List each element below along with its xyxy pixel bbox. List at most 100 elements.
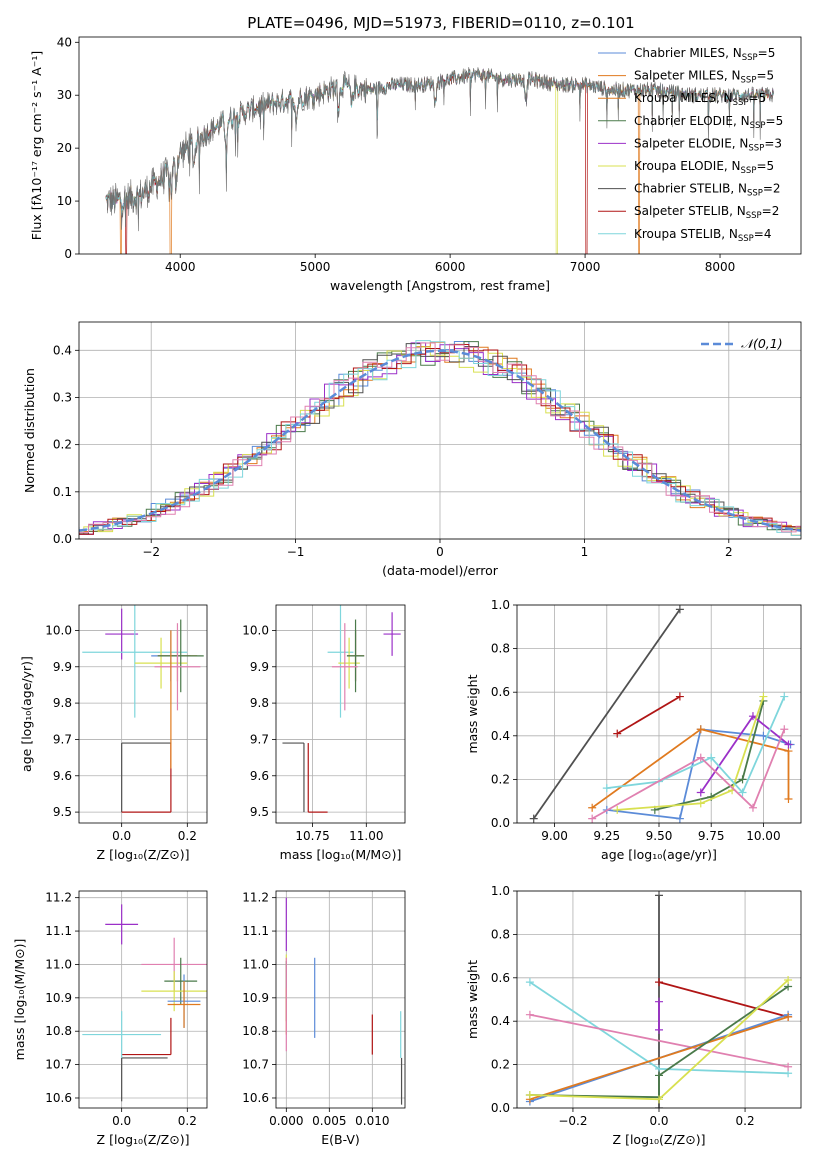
spectrum-ytick-label-4: 40 <box>57 35 72 49</box>
residuals-normal-curve <box>79 349 801 532</box>
weight_vs_Z-series-0-marker-1 <box>655 891 663 900</box>
spectrum-panel: 4000 5000 6000 7000 8000 0 10 20 30 40 wavelength … <box>29 35 802 293</box>
weight_vs_age-series-5-marker-1 <box>748 712 757 721</box>
age_vs_Z-xtick-label-0: 0.0 <box>112 829 131 843</box>
weight_vs_age-series-4 <box>654 700 765 811</box>
mass_vs_ebv-frame <box>275 890 406 1109</box>
spectrum-xtick-label-3: 7000 <box>570 260 601 274</box>
mass_vs_Z-xtick-label-1: 0.2 <box>178 1114 197 1128</box>
spectrum-legend-label-2: Kroupa MILES, NSSP=5 <box>634 91 766 108</box>
mass_vs_Z-xlabel: Z [log₁₀(Z/Z⊙)] <box>97 1132 190 1147</box>
residuals-panel: −2 −1 0 1 2 0.0 0.1 0.2 0.3 0.4 (data-model)/error… <box>22 321 802 578</box>
weight_vs_Z-xlabel: Z [log₁₀(Z/Z⊙)] <box>613 1132 706 1147</box>
mass_vs_Z-ytick-label-3: 10.9 <box>45 991 72 1005</box>
spectrum-ytick-label-3: 30 <box>57 88 72 102</box>
spectrum-xtick-label-0: 4000 <box>165 260 196 274</box>
weight_vs_Z-series-5-marker-1 <box>784 1012 793 1021</box>
weight_vs_age-series-0-marker-0 <box>529 814 538 823</box>
age_vs_mass-plot-area <box>282 605 401 813</box>
weight_vs_age-xtick-label-2: 9.50 <box>646 829 673 843</box>
weight_vs_age-ylabel: mass weight <box>465 674 480 753</box>
spectrum-xtick-label-2: 6000 <box>435 260 466 274</box>
residuals-ylabel: Normed distribution <box>22 368 37 493</box>
weight_vs_Z-series-3-marker-1 <box>784 1062 793 1071</box>
residuals-ytick-label-2: 0.2 <box>53 438 72 452</box>
residuals-ytick-label-3: 0.3 <box>53 390 72 404</box>
weight_vs_age-xtick-label-0: 9.00 <box>541 829 568 843</box>
age_vs_mass-xtick-label-0: 10.75 <box>295 829 329 843</box>
residuals-xtick-label-1: −1 <box>287 545 305 559</box>
weight_vs_Z-series-8-marker-0 <box>655 997 663 1006</box>
weight_vs_age-series-7-marker-0 <box>602 784 611 793</box>
mass_vs_Z-plot-area <box>82 904 207 1102</box>
weight_vs_Z-ytick-label-0: 0.0 <box>491 1101 510 1115</box>
mass_vs_Z-panel: 0.0 0.2 10.6 10.7 10.8 10.9 11.0 11.1 11.2 Z [log… <box>12 890 208 1147</box>
spectrum-legend: Chabrier MILES, NSSP=5 Salpeter MILES, NS… <box>598 46 783 244</box>
weight_vs_age-xlabel: age [log₁₀(age/yr)] <box>601 847 717 862</box>
weight_vs_Z-xtick-label-2: 0.2 <box>736 1114 755 1128</box>
weight_vs_Z-ytick-label-1: 0.2 <box>491 1058 510 1072</box>
weight_vs_age-series-7-marker-2 <box>707 753 716 762</box>
residuals-plot-area <box>79 340 801 536</box>
residuals-legend-label: 𝒩(0,1) <box>741 336 783 351</box>
figure-title: PLATE=0496, MJD=51973, FIBERID=0110, z=0… <box>247 14 634 32</box>
weight_vs_Z-series-1-marker-0 <box>655 978 663 987</box>
mass_vs_ebv-ytick-label-6: 11.2 <box>242 891 269 905</box>
age_vs_Z-panel: 0.0 0.2 9.5 9.6 9.7 9.8 9.9 10.0 Z [log₁₀(Z/Z⊙)]… <box>19 604 208 862</box>
weight_vs_age-series-6-marker-0 <box>613 805 622 814</box>
weight_vs_age-xtick-label-4: 10.00 <box>746 829 780 843</box>
age_vs_Z-ytick-label-1: 9.6 <box>53 769 72 783</box>
age_vs_mass-ytick-label-4: 9.9 <box>250 660 269 674</box>
weight_vs_age-series-8-marker-0 <box>588 814 597 823</box>
weight_vs_Z-series-2-marker-0 <box>525 978 534 987</box>
weight_vs_age-ytick-label-1: 0.2 <box>491 772 510 786</box>
weight_vs_Z-series-1 <box>658 981 789 1018</box>
mass_vs_ebv-xtick-label-2: 0.010 <box>355 1114 389 1128</box>
age_vs_mass-ytick-label-5: 10.0 <box>242 623 269 637</box>
mass_vs_ebv-ytick-label-4: 11.0 <box>242 957 269 971</box>
weight_vs_age-series-5-marker-2 <box>784 740 793 749</box>
spectrum-xtick-label-1: 5000 <box>300 260 331 274</box>
spectrum-ytick-label-0: 0 <box>64 247 72 261</box>
weight_vs_age-series-6-marker-1 <box>696 799 705 808</box>
mass_vs_Z-xtick-label-0: 0.0 <box>112 1114 131 1128</box>
age_vs_Z-ytick-label-5: 10.0 <box>45 623 72 637</box>
weight_vs_age-series-3-marker-1 <box>696 725 705 734</box>
weight_vs_Z-ytick-label-3: 0.6 <box>491 971 510 985</box>
weight_vs_Z-ytick-label-2: 0.4 <box>491 1014 510 1028</box>
weight_vs_Z-series-0-marker-0 <box>655 1104 663 1108</box>
residuals-ytick-label-1: 0.1 <box>53 485 72 499</box>
weight_vs_age-series-2-marker-1 <box>675 814 684 823</box>
residuals-xtick-label-3: 1 <box>581 545 589 559</box>
age_vs_mass-xtick-label-1: 11.00 <box>349 829 383 843</box>
weight_vs_age-series-4-marker-2 <box>738 775 747 784</box>
mass_vs_ebv-plot-area <box>285 897 403 1105</box>
weight_vs_age-ytick-label-2: 0.4 <box>491 729 510 743</box>
mass_vs_ebv-ytick-label-3: 10.9 <box>242 991 269 1005</box>
spectrum-legend-label-8: Kroupa STELIB, NSSP=4 <box>634 227 772 244</box>
weight_vs_age-series-8-marker-1 <box>696 753 705 762</box>
weight_vs_Z-series-8-marker-1 <box>655 1025 663 1034</box>
weight_vs_Z-plot-area <box>525 891 793 1108</box>
weight_vs_age-series-6 <box>617 696 765 811</box>
weight_vs_age-ytick-label-4: 0.8 <box>491 642 510 656</box>
mass_vs_Z-ylabel: mass [log₁₀(M/M⊙)] <box>12 939 27 1061</box>
mass_vs_ebv-ytick-label-2: 10.8 <box>242 1024 269 1038</box>
weight_vs_age-series-1-marker-1 <box>675 692 684 701</box>
residuals-hist-6 <box>79 344 801 535</box>
age_vs_mass-frame <box>275 604 406 824</box>
chart-panels: 4000 5000 6000 7000 8000010203040wavelength … <box>12 35 802 1147</box>
weight_vs_age-series-8 <box>591 728 786 820</box>
weight_vs_Z-panel: −0.2 0.0 0.2 0.0 0.2 0.4 0.6 0.8 1.0 Z [log₁₀(Z/Z… <box>465 884 802 1147</box>
weight_vs_age-ytick-label-0: 0.0 <box>491 816 510 830</box>
weight_vs_age-plot-area <box>529 605 795 823</box>
mass_vs_Z-ytick-label-0: 10.6 <box>45 1091 72 1105</box>
weight_vs_Z-series-7-marker-0 <box>525 1090 534 1099</box>
age_vs_mass-ytick-label-0: 9.5 <box>250 805 269 819</box>
mass_vs_ebv-xtick-label-1: 0.005 <box>312 1114 346 1128</box>
weight_vs_Z-series-7-marker-1 <box>655 1095 663 1104</box>
weight_vs_Z-xtick-label-0: −0.2 <box>558 1114 587 1128</box>
mass_vs_Z-ytick-label-2: 10.8 <box>45 1024 72 1038</box>
mass_vs_ebv-ytick-label-0: 10.6 <box>242 1091 269 1105</box>
spectrum-legend-label-3: Chabrier ELODIE, NSSP=5 <box>634 114 783 131</box>
